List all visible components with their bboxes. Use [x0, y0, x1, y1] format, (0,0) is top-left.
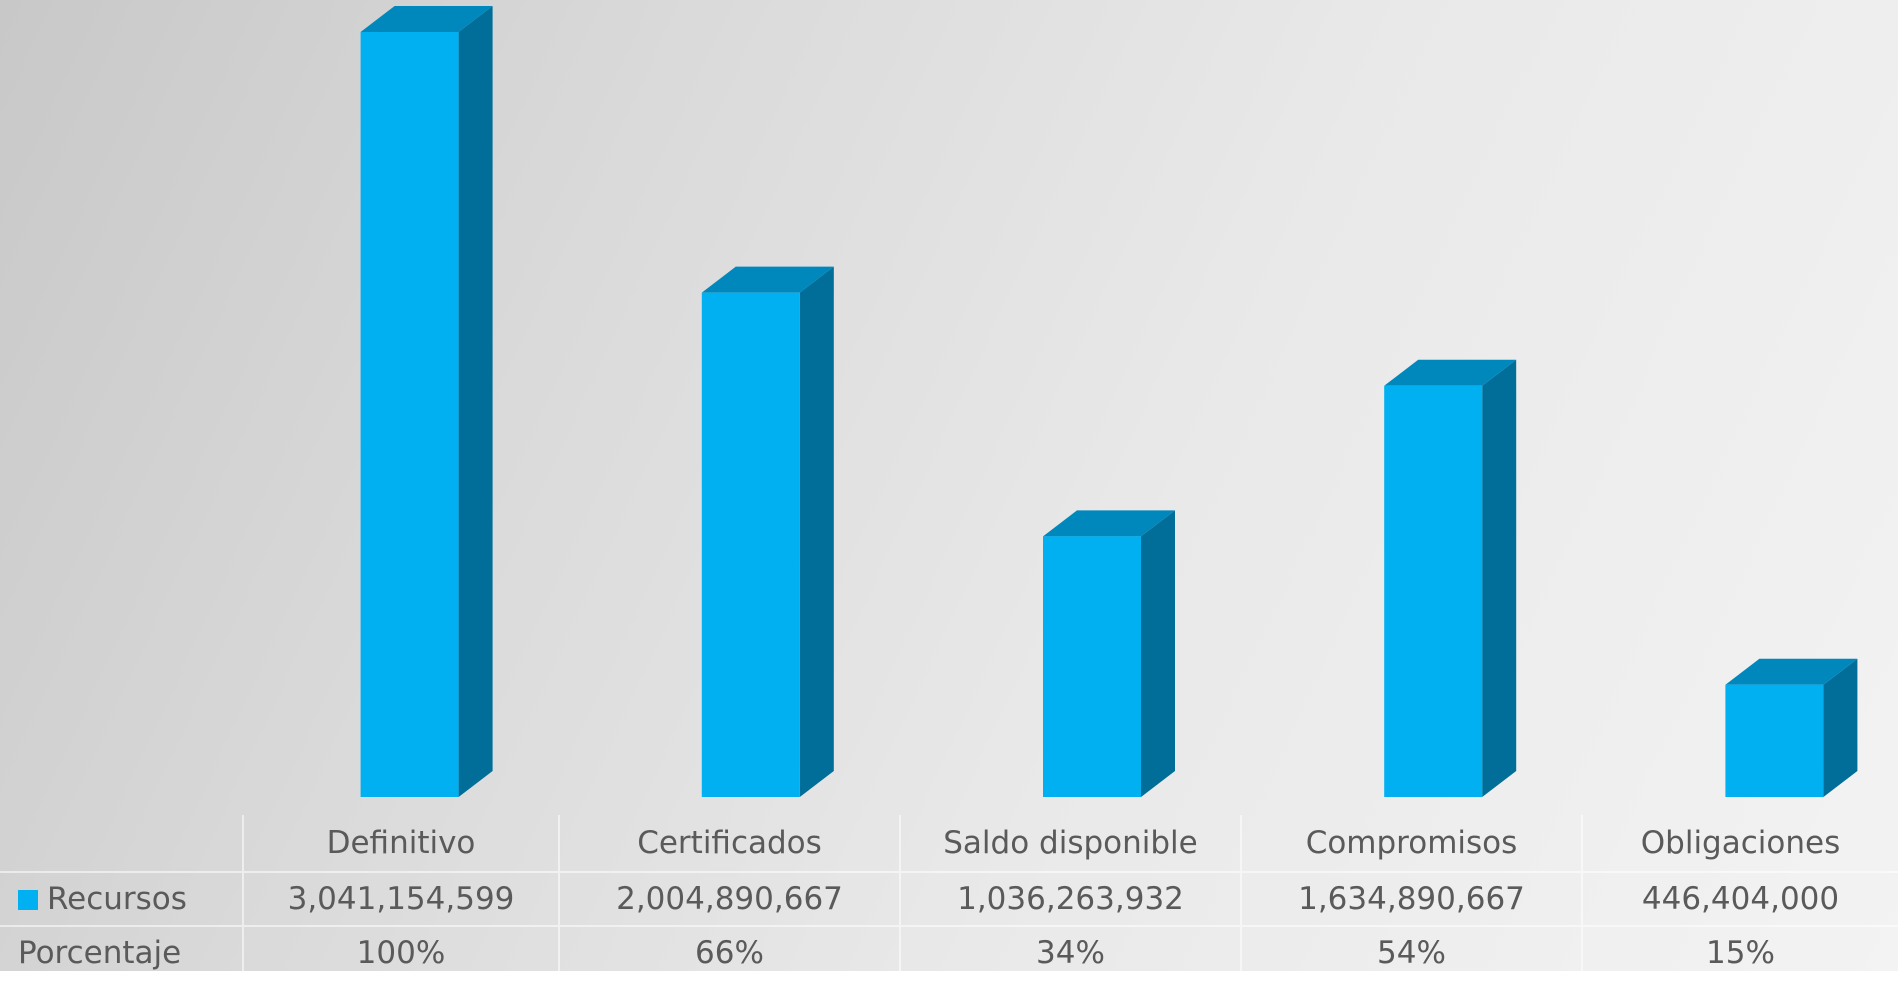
bar-saldo-disponible	[1043, 510, 1175, 797]
bar-top	[360, 6, 493, 32]
bar-side	[1823, 658, 1858, 797]
bar-side	[458, 6, 493, 797]
bar-plot	[360, 6, 1858, 797]
category-label: Saldo disponible	[899, 815, 1241, 873]
table-cell: 446,404,000	[1581, 872, 1898, 927]
bar-side	[799, 266, 834, 797]
table-cell: 34%	[899, 926, 1241, 981]
table-cell: 1,634,890,667	[1240, 872, 1582, 927]
category-label: Definitivo	[242, 815, 559, 873]
table-row: Recursos 3,041,154,599 2,004,890,667 1,0…	[0, 872, 1898, 927]
bar-compromisos	[1384, 359, 1517, 797]
bar-front	[360, 32, 459, 797]
bar-side	[1482, 359, 1517, 797]
bar-definitivo	[360, 6, 493, 797]
bar-top	[1384, 359, 1517, 386]
bar-certificados	[701, 266, 834, 797]
bar-front	[701, 292, 800, 797]
bar-front	[1725, 684, 1824, 797]
table-cell: 15%	[1581, 926, 1898, 981]
legend-entry: Recursos	[0, 872, 243, 927]
table-cell: 100%	[242, 926, 559, 981]
bar-top	[1043, 510, 1175, 537]
table-cell: 66%	[558, 926, 900, 981]
bar-top	[701, 266, 834, 293]
category-header-row: Definitivo Certificados Saldo disponible…	[0, 815, 1898, 873]
row-label: Porcentaje	[0, 926, 243, 981]
table-cell: 1,036,263,932	[899, 872, 1241, 927]
table-cell: 54%	[1240, 926, 1582, 981]
table-cell: 3,041,154,599	[242, 872, 559, 927]
bar-side	[1141, 510, 1175, 797]
bar-obligaciones	[1725, 658, 1858, 797]
category-label: Compromisos	[1240, 815, 1582, 873]
bar-front	[1043, 536, 1141, 797]
bar-front	[1384, 385, 1483, 797]
bar-top	[1725, 658, 1858, 685]
category-label: Certificados	[558, 815, 900, 873]
legend-swatch	[18, 890, 38, 910]
table-corner	[0, 815, 243, 873]
data-table: Definitivo Certificados Saldo disponible…	[0, 815, 1898, 981]
category-label: Obligaciones	[1581, 815, 1898, 873]
legend-label: Recursos	[47, 881, 187, 917]
table-row: Porcentaje 100% 66% 34% 54% 15%	[0, 926, 1898, 981]
table-cell: 2,004,890,667	[558, 872, 900, 927]
